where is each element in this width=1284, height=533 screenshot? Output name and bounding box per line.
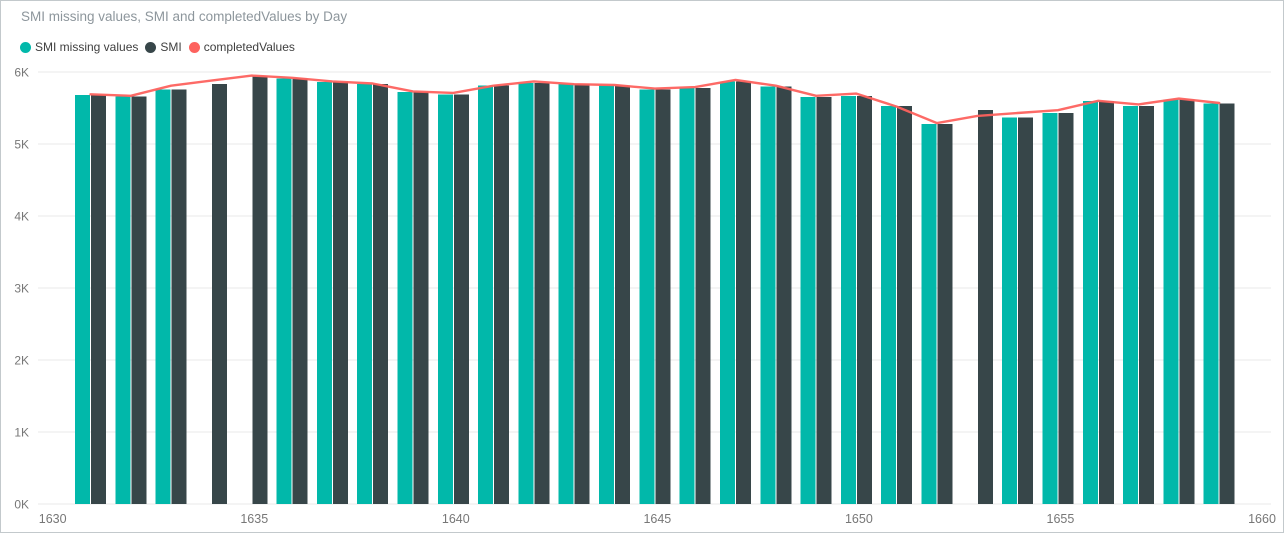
chart-title: SMI missing values, SMI and completedVal… — [21, 9, 348, 24]
bar-smi-missing-values[interactable] — [437, 94, 453, 504]
bar-smi-missing-values[interactable] — [478, 85, 494, 505]
bar-smi[interactable] — [776, 86, 792, 505]
x-tick-label: 1655 — [1047, 512, 1075, 526]
bar-smi[interactable] — [937, 123, 953, 504]
y-tick-label: 5K — [14, 138, 29, 152]
bar-smi[interactable] — [1098, 100, 1114, 505]
legend-label: completedValues — [203, 40, 295, 54]
bar-smi[interactable] — [1139, 105, 1155, 504]
bar-smi-missing-values[interactable] — [1082, 100, 1098, 505]
bar-smi[interactable] — [332, 82, 348, 504]
legend-dot-icon — [145, 41, 157, 53]
bar-smi[interactable] — [816, 97, 832, 504]
bar-smi[interactable] — [977, 110, 993, 504]
legend-dot-icon — [188, 41, 200, 53]
bar-smi-missing-values[interactable] — [1123, 105, 1139, 504]
bar-smi-missing-values[interactable] — [1203, 103, 1219, 505]
bar-smi-missing-values[interactable] — [639, 89, 655, 504]
bar-smi[interactable] — [211, 84, 227, 505]
y-tick-label: 1K — [14, 426, 29, 440]
x-tick-label: 1630 — [39, 512, 67, 526]
legend-label: SMI — [160, 40, 182, 54]
bar-smi-missing-values[interactable] — [1163, 99, 1179, 505]
bar-smi[interactable] — [574, 84, 590, 505]
bar-smi-missing-values[interactable] — [840, 95, 856, 504]
bar-smi[interactable] — [1219, 103, 1235, 505]
legend-item-smi-missing-values[interactable]: SMI missing values — [20, 40, 138, 54]
x-tick-label: 1660 — [1248, 512, 1276, 526]
bar-smi[interactable] — [413, 92, 429, 504]
legend: SMI missing values SMI completedValues — [20, 40, 295, 54]
bar-smi-missing-values[interactable] — [558, 84, 574, 505]
bar-smi-missing-values[interactable] — [115, 96, 131, 504]
completed-values-line[interactable] — [89, 74, 1221, 125]
bar-smi-missing-values[interactable] — [155, 89, 171, 504]
y-tick-label: 2K — [14, 354, 29, 368]
bar-smi[interactable] — [735, 81, 751, 505]
bar-smi-missing-values[interactable] — [800, 97, 816, 504]
bar-smi[interactable] — [171, 89, 187, 504]
bar-smi-missing-values[interactable] — [921, 123, 937, 504]
bar-smi[interactable] — [373, 84, 389, 505]
bar-smi-missing-values[interactable] — [599, 85, 615, 505]
bar-smi-missing-values[interactable] — [881, 105, 897, 504]
bar-smi-missing-values[interactable] — [760, 86, 776, 505]
bar-smi-missing-values[interactable] — [316, 82, 332, 504]
bar-smi[interactable] — [91, 95, 107, 504]
bar-smi-missing-values[interactable] — [357, 84, 373, 505]
bar-smi-missing-values[interactable] — [679, 87, 695, 504]
bar-smi-missing-values[interactable] — [276, 78, 292, 504]
x-tick-label: 1645 — [643, 512, 671, 526]
bar-smi[interactable] — [453, 94, 469, 504]
bar-smi[interactable] — [1179, 99, 1195, 505]
bar-smi[interactable] — [252, 76, 268, 504]
legend-dot-icon — [20, 41, 31, 53]
bar-smi-missing-values[interactable] — [1002, 117, 1018, 505]
bar-smi[interactable] — [292, 78, 308, 504]
bar-smi[interactable] — [615, 85, 631, 505]
bar-smi-missing-values[interactable] — [719, 81, 735, 505]
y-tick-label: 0K — [14, 498, 29, 512]
y-tick-label: 3K — [14, 282, 29, 296]
bar-smi[interactable] — [1018, 117, 1034, 505]
bar-smi[interactable] — [1058, 113, 1074, 504]
y-tick-label: 6K — [14, 66, 29, 80]
bar-smi[interactable] — [534, 82, 550, 505]
bar-smi-missing-values[interactable] — [75, 95, 91, 504]
x-tick-label: 1635 — [240, 512, 268, 526]
bar-smi[interactable] — [131, 96, 147, 504]
bar-smi[interactable] — [695, 87, 711, 504]
bar-smi[interactable] — [494, 85, 510, 505]
x-tick-label: 1650 — [845, 512, 873, 526]
bar-smi-missing-values[interactable] — [397, 92, 413, 504]
bar-smi[interactable] — [897, 105, 913, 504]
bar-smi[interactable] — [856, 95, 872, 504]
y-tick-label: 4K — [14, 210, 29, 224]
bar-smi-missing-values[interactable] — [518, 82, 534, 505]
legend-item-smi[interactable]: SMI — [145, 40, 182, 54]
bar-smi[interactable] — [655, 89, 671, 504]
x-tick-label: 1640 — [442, 512, 470, 526]
legend-label: SMI missing values — [35, 40, 139, 54]
bar-smi-missing-values[interactable] — [1042, 113, 1058, 504]
legend-item-completedvalues[interactable]: completedValues — [188, 40, 295, 54]
